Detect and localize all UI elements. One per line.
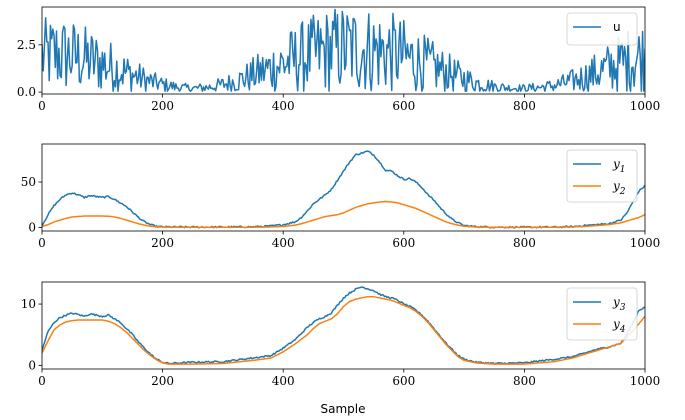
subplot-u: 0 200 400 600 800 1000 0.0 2.5 u bbox=[17, 6, 661, 113]
y-tick-label: 0.0 bbox=[17, 85, 36, 99]
legend-box bbox=[566, 149, 638, 203]
x-tick-label: 0 bbox=[38, 374, 46, 388]
x-tick-label: 800 bbox=[513, 99, 536, 113]
x-tick-label: 200 bbox=[151, 374, 174, 388]
legend: u bbox=[566, 12, 638, 46]
y-tick-label: 0 bbox=[28, 358, 36, 372]
x-tick-label: 400 bbox=[272, 99, 295, 113]
x-tick-label: 600 bbox=[392, 99, 415, 113]
x-tick-label: 0 bbox=[38, 236, 46, 250]
x-tick-label: 400 bbox=[272, 236, 295, 250]
y-tick-label: 0 bbox=[28, 220, 36, 234]
legend-box bbox=[566, 12, 638, 46]
series-line-y1 bbox=[42, 150, 645, 229]
y-tick-label: 2.5 bbox=[17, 38, 36, 52]
x-tick-label: 200 bbox=[151, 236, 174, 250]
x-axis-label: Sample bbox=[321, 402, 366, 416]
x-tick-label: 600 bbox=[392, 236, 415, 250]
x-tick-label: 400 bbox=[272, 374, 295, 388]
y-tick-label: 10 bbox=[21, 297, 36, 311]
axes-frame bbox=[41, 6, 646, 95]
x-tick-label: 1000 bbox=[630, 374, 661, 388]
x-tick-label: 1000 bbox=[630, 99, 661, 113]
y-tick-label: 50 bbox=[21, 175, 36, 189]
series-line-y4 bbox=[42, 295, 645, 365]
x-tick-label: 600 bbox=[392, 374, 415, 388]
x-tick-label: 0 bbox=[38, 99, 46, 113]
x-tick-label: 1000 bbox=[630, 236, 661, 250]
x-tick-label: 800 bbox=[513, 374, 536, 388]
x-tick-label: 200 bbox=[151, 99, 174, 113]
series-line-y2 bbox=[42, 200, 645, 229]
series-line-y3 bbox=[42, 286, 645, 365]
axes-frame bbox=[41, 281, 646, 370]
series-line-u bbox=[42, 8, 645, 92]
legend-box bbox=[566, 287, 638, 341]
axes-frame bbox=[41, 143, 646, 232]
legend-label: u bbox=[613, 20, 621, 34]
x-tick-label: 800 bbox=[513, 236, 536, 250]
